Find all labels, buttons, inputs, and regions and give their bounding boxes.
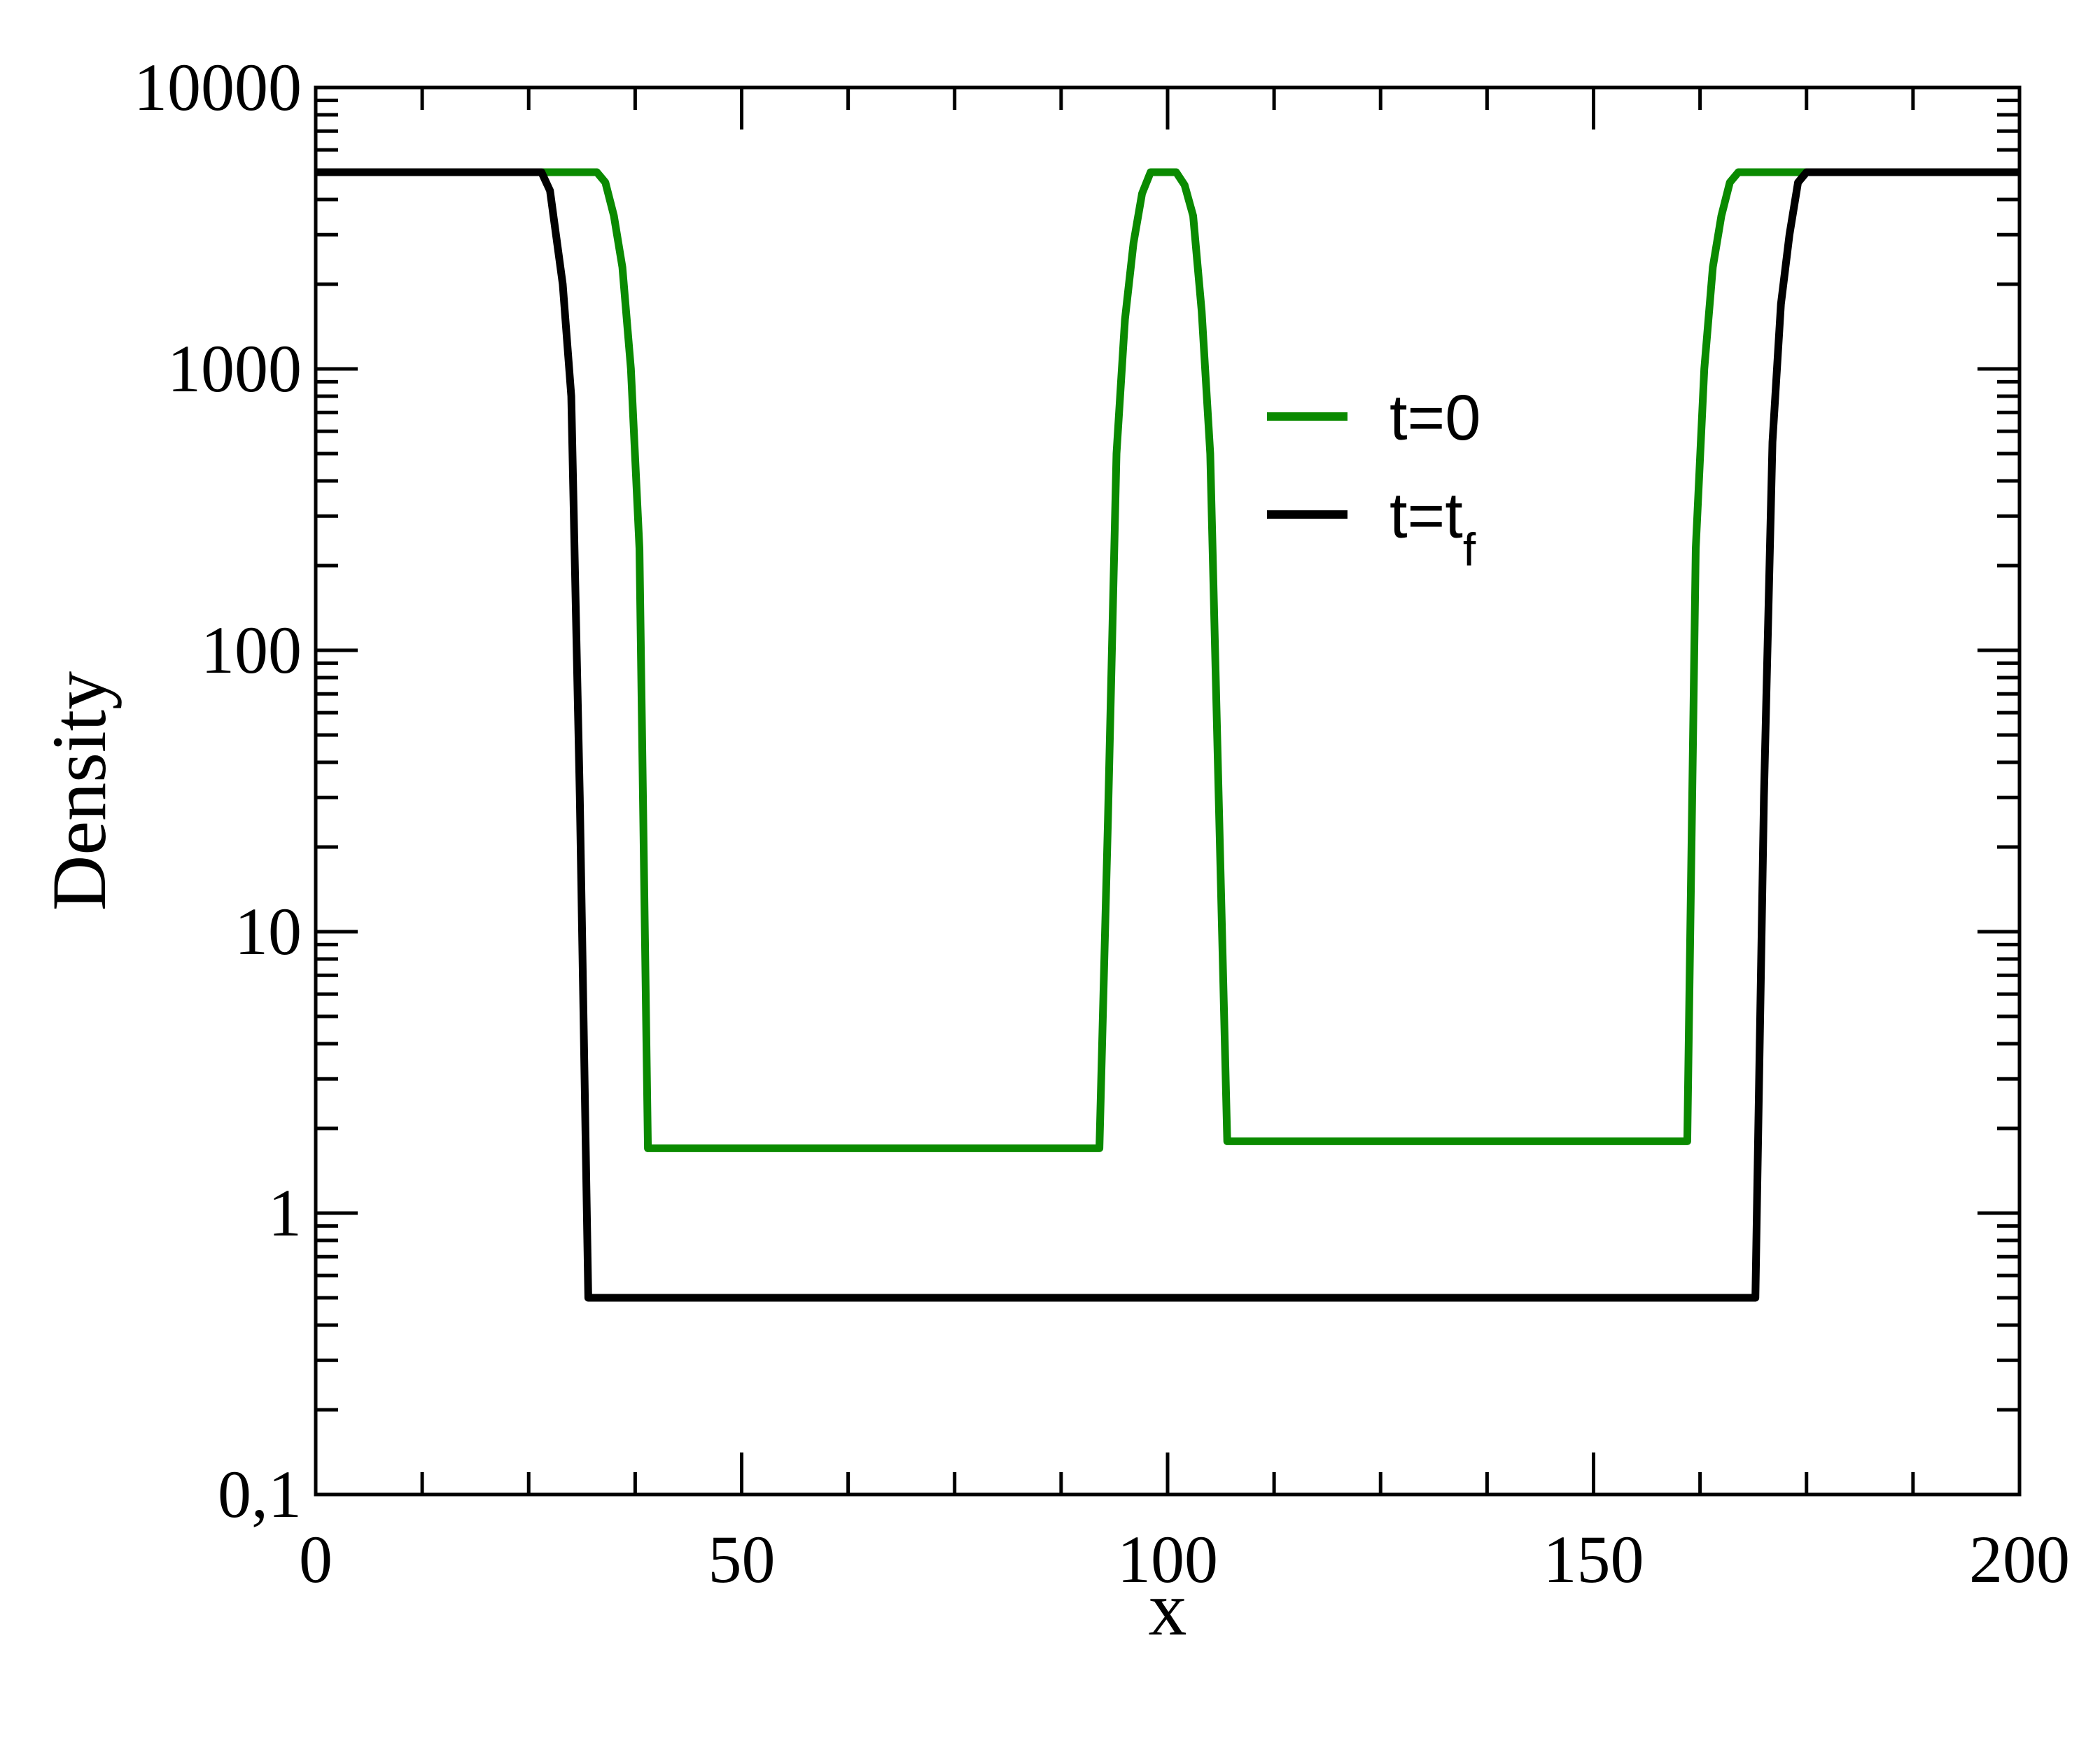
- x-tick-label: 0: [299, 1522, 332, 1597]
- x-axis-title: x: [1149, 1566, 1187, 1651]
- x-tick-label: 150: [1544, 1522, 1644, 1597]
- series-line-0: [316, 168, 2019, 1152]
- y-tick-label: 1000: [167, 331, 302, 406]
- y-axis-title: Density: [36, 671, 122, 911]
- legend: t=0 t=tf: [1267, 382, 1480, 575]
- y-tick-label: 0,1: [218, 1457, 302, 1532]
- series-layer: [316, 168, 2019, 1302]
- legend-label-0: t=0: [1390, 382, 1480, 454]
- tick-layer: 0 50 100 150 200 0,1 1 10 100 1000 10000: [134, 50, 2070, 1597]
- x-tick-label: 200: [1969, 1522, 2070, 1597]
- y-tick-label: 100: [201, 612, 302, 687]
- y-tick-label: 10: [234, 894, 302, 969]
- x-tick-label: 50: [708, 1522, 776, 1597]
- x-tick-label: 100: [1117, 1522, 1218, 1597]
- axes-layer: [314, 85, 2022, 1497]
- y-tick-label: 10000: [134, 50, 302, 125]
- legend-label-main: t=t: [1390, 480, 1463, 552]
- legend-label-1: t=tf: [1390, 480, 1476, 575]
- series-line-1: [316, 168, 2019, 1302]
- legend-label-subscript: f: [1463, 524, 1476, 575]
- y-tick-label: 1: [268, 1175, 302, 1250]
